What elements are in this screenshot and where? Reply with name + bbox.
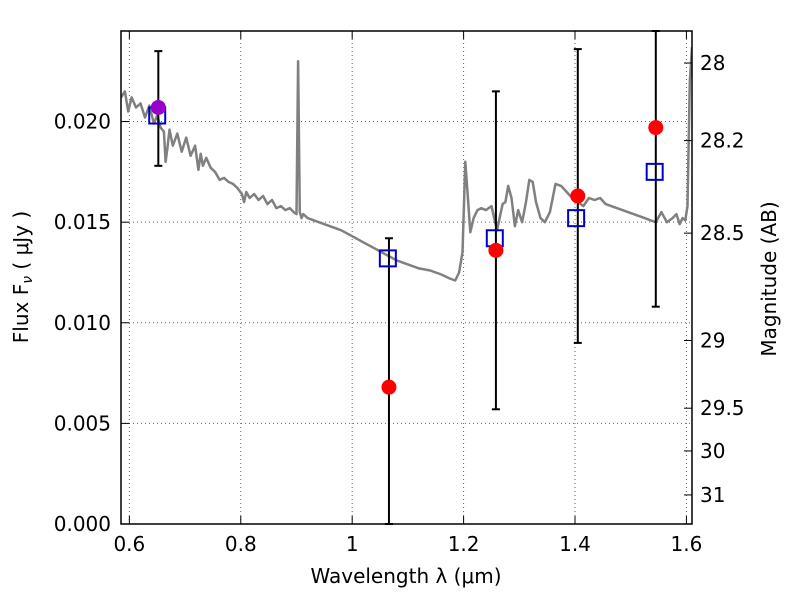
x-tick-label: 0.6 [113, 532, 145, 556]
observed-flux-point [381, 379, 397, 395]
points-layer [148, 99, 664, 395]
x-tick-label: 1.4 [559, 532, 591, 556]
right-tick-label: 28.2 [700, 129, 745, 153]
right-axis-title: Magnitude (AB) [757, 201, 781, 356]
right-tick-label: 28 [700, 51, 725, 75]
errorbar-layer [154, 30, 660, 525]
right-axis-ticks: 28 28.2 28.5 29 29.5 30 31 [684, 51, 745, 507]
x-tick-label: 1.6 [671, 532, 703, 556]
observed-flux-point [648, 120, 664, 136]
right-tick-label: 28.5 [700, 221, 745, 245]
y-axis-title-unit: ( μJy ) [9, 211, 33, 276]
x-axis-title: Wavelength λ (μm) [310, 564, 501, 588]
x-tick-label: 0.8 [225, 532, 257, 556]
observed-flux-point [570, 188, 586, 204]
right-tick-label: 29.5 [700, 396, 745, 420]
y-axis-title: Flux Fν ( μJy ) [9, 211, 36, 343]
y-tick-label: 0.005 [54, 411, 111, 435]
model-photometry-square [645, 162, 664, 181]
x-tick-label: 1.2 [448, 532, 480, 556]
observed-flux-point [488, 242, 504, 258]
y-tick-label: 0.000 [54, 512, 111, 536]
right-tick-label: 31 [700, 483, 725, 507]
right-tick-label: 29 [700, 328, 725, 352]
y-axis-title-subscript: ν [20, 276, 36, 284]
x-axis-ticks: 0.6 0.8 1 1.2 1.4 1.6 [113, 31, 702, 556]
model-photometry-square [378, 249, 397, 268]
observed-flux-point [150, 99, 166, 115]
x-tick-label: 1 [346, 532, 359, 556]
y-tick-label: 0.010 [54, 311, 111, 335]
model-spectrum-line [121, 47, 692, 282]
y-tick-label: 0.015 [54, 210, 111, 234]
y-axis-title-main: Flux F [9, 284, 33, 343]
model-photometry-square [567, 209, 586, 228]
plot-frame [120, 30, 693, 525]
right-tick-label: 30 [700, 439, 725, 463]
model-spectrum-layer [121, 47, 692, 282]
y-axis-ticks: 0.000 0.005 0.010 0.015 0.020 [54, 110, 129, 536]
y-tick-label: 0.020 [54, 110, 111, 134]
grid-lines [121, 31, 692, 525]
